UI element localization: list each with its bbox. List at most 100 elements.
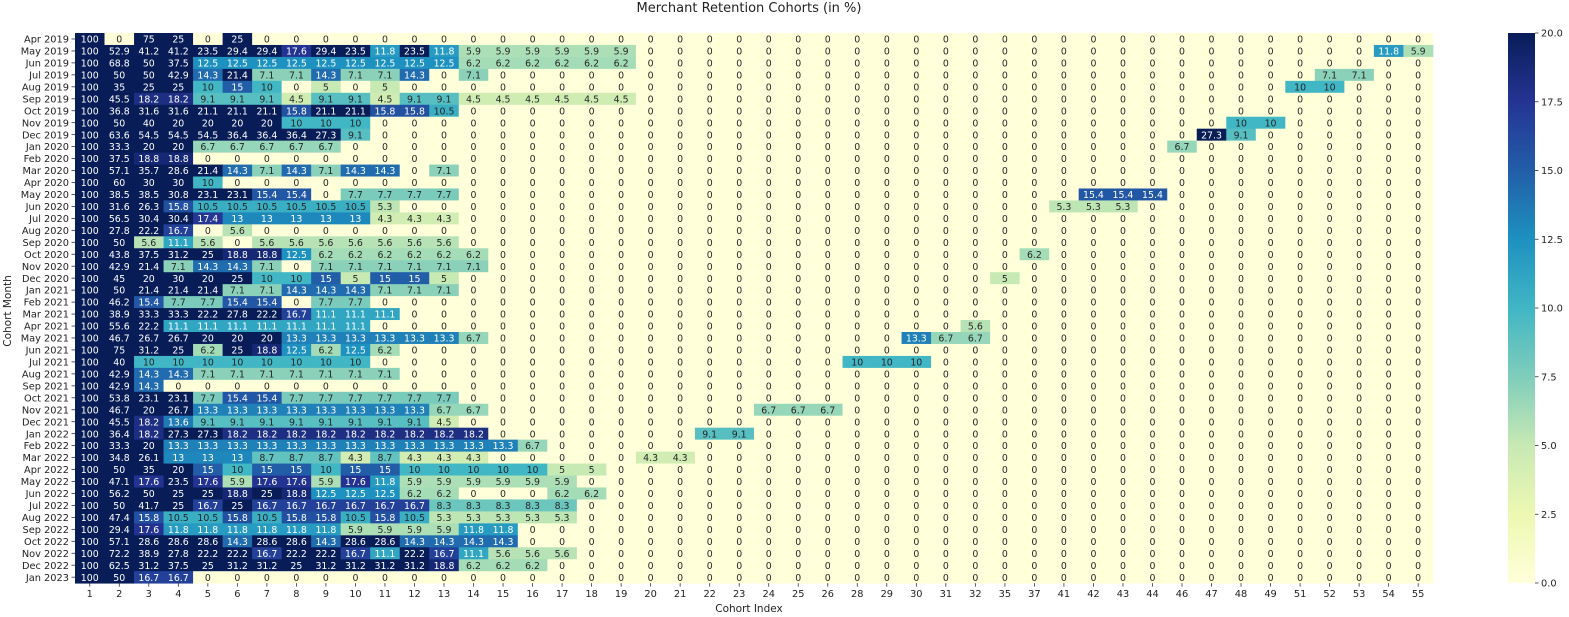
cell-value-label: 0 [1179, 537, 1185, 548]
cell-value-label: 0 [884, 142, 890, 153]
cell-value-label: 0 [1238, 142, 1244, 153]
heatmap-cell [1167, 92, 1198, 106]
y-tick-label: Nov 2022 [22, 549, 69, 560]
cell-value-label: 46.7 [109, 334, 130, 345]
cell-value-label: 100 [81, 477, 99, 488]
heatmap-cell [104, 128, 135, 142]
cell-value-label: 0 [618, 525, 624, 536]
cell-value-label: 100 [81, 286, 99, 297]
cell-value-label: 0 [1179, 166, 1185, 177]
cell-value-label: 0 [677, 274, 683, 285]
cell-value-label: 0 [1031, 214, 1037, 225]
cell-value-label: 0 [1327, 369, 1333, 380]
cell-value-label: 0 [1149, 477, 1155, 488]
cell-value-label: 0 [1209, 274, 1215, 285]
cell-value-label: 0 [1209, 238, 1215, 249]
cell-value-label: 5.9 [584, 47, 599, 58]
heatmap-cell [724, 92, 755, 106]
cell-value-label: 4.5 [525, 94, 540, 105]
cell-value-label: 0 [1002, 513, 1008, 524]
y-tick-label: Feb 2021 [24, 298, 69, 309]
cell-value-label: 0 [1415, 238, 1421, 249]
cell-value-label: 0 [1002, 501, 1008, 512]
heatmap-cell [753, 80, 784, 94]
cell-value-label: 0 [1061, 513, 1067, 524]
heatmap-cell [901, 104, 932, 118]
cell-value-label: 0 [943, 346, 949, 357]
cell-value-label: 0 [736, 369, 742, 380]
cell-value-label: 0 [1238, 465, 1244, 476]
cell-value-label: 0 [943, 310, 949, 321]
cell-value-label: 0 [589, 322, 595, 333]
heatmap-cell [576, 116, 607, 130]
cell-value-label: 0 [1415, 465, 1421, 476]
cell-value-label: 0 [500, 262, 506, 273]
cell-value-label: 0 [500, 573, 506, 584]
heatmap-cell [990, 68, 1021, 82]
cell-value-label: 0 [1031, 322, 1037, 333]
cell-value-label: 0 [648, 334, 654, 345]
cell-value-label: 0 [1090, 537, 1096, 548]
cell-value-label: 0 [825, 94, 831, 105]
cell-value-label: 0 [1179, 417, 1185, 428]
cell-value-label: 28.6 [345, 537, 366, 548]
cell-value-label: 0 [825, 274, 831, 285]
heatmap-cell [1049, 128, 1080, 142]
cell-value-label: 0 [618, 537, 624, 548]
cell-value-label: 0 [825, 489, 831, 500]
cell-value-label: 0 [1090, 262, 1096, 273]
cell-value-label: 13.3 [404, 334, 425, 345]
cell-value-label: 17.6 [256, 477, 277, 488]
cell-value-label: 20 [202, 274, 214, 285]
cell-value-label: 0 [884, 513, 890, 524]
cell-value-label: 0 [1209, 441, 1215, 452]
cell-value-label: 0 [323, 35, 329, 46]
cell-value-label: 0 [707, 250, 713, 261]
cell-value-label: 11.8 [375, 477, 396, 488]
cell-value-label: 0 [854, 537, 860, 548]
cell-value-label: 0 [1238, 441, 1244, 452]
cell-value-label: 0 [589, 453, 595, 464]
cell-value-label: 0 [589, 250, 595, 261]
cell-value-label: 0 [1061, 310, 1067, 321]
heatmap-cell [163, 152, 194, 165]
cell-value-label: 0 [1268, 166, 1274, 177]
y-tick-label: Sep 2022 [22, 525, 69, 536]
heatmap-cell [1196, 140, 1227, 153]
cell-value-label: 0 [471, 118, 477, 129]
cell-value-label: 0 [530, 453, 536, 464]
heatmap-cell [1373, 152, 1404, 165]
cell-value-label: 100 [81, 178, 99, 189]
heatmap-cell [753, 56, 784, 70]
cell-value-label: 10.5 [197, 513, 218, 524]
cell-value-label: 0 [1002, 106, 1008, 117]
heatmap-cell [104, 80, 135, 94]
cell-value-label: 46.7 [109, 405, 130, 416]
cell-value-label: 0 [825, 310, 831, 321]
heatmap-cell [340, 68, 371, 82]
cell-value-label: 0 [972, 250, 978, 261]
cell-value-label: 0 [825, 142, 831, 153]
cell-value-label: 0 [884, 190, 890, 201]
cell-value-label: 0 [1415, 226, 1421, 237]
cell-value-label: 5 [589, 465, 595, 476]
cell-value-label: 0 [1120, 142, 1126, 153]
cell-value-label: 0 [1120, 346, 1126, 357]
heatmap-cell [1167, 80, 1198, 94]
cell-value-label: 10 [202, 358, 214, 369]
cell-value-label: 0 [766, 82, 772, 93]
cell-value-label: 21.4 [138, 286, 159, 297]
cell-value-label: 0 [1415, 417, 1421, 428]
cell-value-label: 0 [411, 358, 417, 369]
cell-value-label: 0 [884, 573, 890, 584]
x-tick-label: 5 [205, 589, 211, 600]
x-tick-label: 47 [1205, 589, 1217, 600]
cell-value-label: 0 [1179, 70, 1185, 81]
cell-value-label: 0 [559, 130, 565, 141]
heatmap-cell [1137, 44, 1168, 58]
cell-value-label: 0 [913, 82, 919, 93]
cell-value-label: 0 [1031, 369, 1037, 380]
heatmap-cell [399, 104, 430, 118]
heatmap-cell [1196, 116, 1227, 130]
y-tick-label: Mar 2021 [22, 310, 69, 321]
